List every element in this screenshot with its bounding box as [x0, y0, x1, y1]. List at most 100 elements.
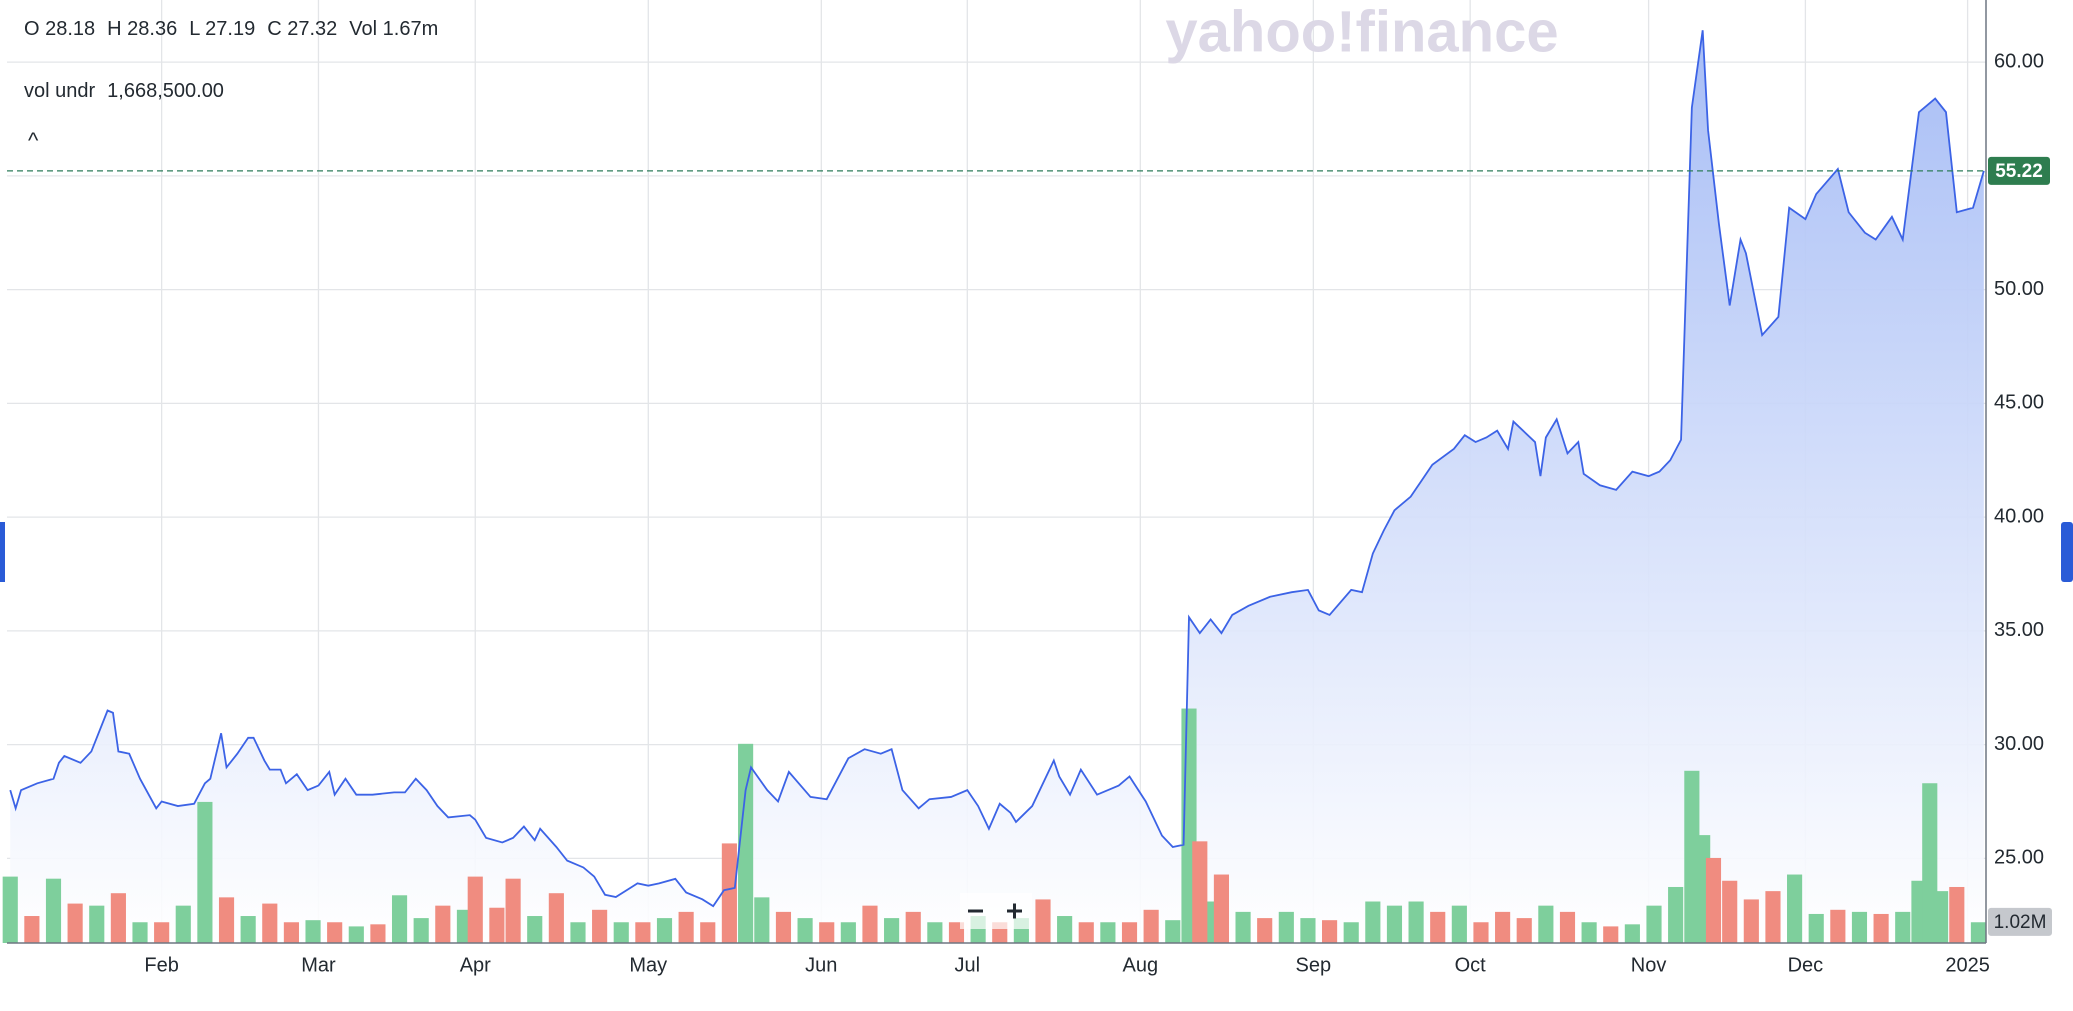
volume-bar: [570, 922, 586, 943]
ohlc-value: O 28.18: [24, 18, 96, 40]
volume-bar: [327, 922, 343, 943]
volume-bar: [1581, 922, 1597, 943]
volume-bar: [1300, 918, 1316, 943]
ohlc-value: H 28.36: [107, 18, 178, 40]
volume-bar: [132, 922, 148, 943]
volume-bar: [1559, 911, 1576, 943]
volume-bar: [1408, 901, 1424, 943]
y-tick-label: 60.00: [1994, 50, 2044, 72]
volume-bar: [45, 878, 62, 943]
x-tick-label: Aug: [1123, 954, 1159, 976]
volume-bar: [218, 897, 235, 943]
volume-bar: [635, 922, 651, 943]
price-line: [9, 30, 1985, 908]
volume-marker-box: [1988, 907, 2052, 936]
volume-bar: [489, 907, 505, 943]
volume-bar: [1343, 922, 1359, 943]
volume-bar: [154, 922, 170, 943]
y-tick-label: 35.00: [1994, 619, 2044, 641]
volume-bar: [24, 916, 40, 943]
volume-bar: [348, 926, 364, 943]
volume-bar: [1603, 926, 1619, 943]
volume-bar: [175, 905, 191, 943]
volume-bar: [89, 905, 105, 943]
volume-marker-label: 1.02M: [1994, 912, 2047, 933]
x-tick-label: 2025: [1945, 954, 1990, 976]
volume-bar: [548, 893, 564, 943]
side-tab[interactable]: [0, 522, 5, 582]
zoom-control[interactable]: [960, 893, 1032, 929]
x-tick-label: May: [629, 954, 667, 976]
volume-bar: [1451, 905, 1467, 943]
volume-bar: [862, 905, 878, 943]
ohlc-value: C 27.32: [267, 18, 338, 40]
x-tick-label: Dec: [1788, 954, 1824, 976]
volume-bar: [1949, 886, 1965, 943]
watermark: yahoo!finance: [1165, 0, 1558, 64]
volume-bar: [370, 924, 386, 943]
volume-bar: [1078, 922, 1094, 943]
volume-bar: [1213, 874, 1230, 943]
volume-bar: [197, 801, 213, 943]
volume-bar: [1705, 857, 1722, 943]
indicator-legend: vol undr 1,668,500.00: [24, 80, 236, 103]
volume-bar: [1473, 922, 1489, 943]
volume-bar: [797, 918, 813, 943]
x-tick-label: Nov: [1631, 954, 1667, 976]
collapse-button[interactable]: ^: [28, 128, 39, 153]
ohlc-value: L 27.19: [189, 18, 256, 40]
volume-bar: [840, 922, 856, 943]
volume-bar: [1257, 918, 1273, 943]
volume-bar: [1035, 899, 1051, 943]
volume-bar: [467, 876, 483, 943]
volume-bar: [1278, 911, 1294, 943]
price-area: [10, 30, 1984, 943]
volume-bar: [1386, 905, 1403, 943]
volume-bar: [283, 922, 299, 943]
volume-bar: [67, 903, 83, 943]
volume-bar: [1722, 880, 1738, 943]
volume-bar: [1143, 909, 1159, 943]
x-tick-label: Sep: [1296, 954, 1332, 976]
volume-bar: [905, 911, 921, 943]
volume-bar: [2, 876, 18, 943]
volume-bar: [775, 911, 792, 943]
volume-bar: [413, 918, 429, 943]
volume-bar: [738, 743, 754, 943]
ohlc-header: O 28.18 H 28.36 L 27.19 C 27.32 Vol 1.67m: [24, 18, 450, 41]
volume-bar: [1624, 924, 1640, 943]
volume-bar: [1165, 920, 1181, 943]
volume-bar: [1765, 891, 1781, 943]
x-tick-label: Apr: [460, 954, 491, 976]
volume-bar: [721, 843, 737, 943]
y-tick-label: 50.00: [1994, 278, 2044, 300]
volume-bar: [927, 922, 943, 943]
x-tick-label: Jun: [805, 954, 837, 976]
y-tick-label: 30.00: [1994, 733, 2044, 755]
last-price-box: [1988, 156, 2050, 185]
volume-bar: [1235, 911, 1251, 943]
volume-bar: [1873, 913, 1889, 943]
volume-bar: [1646, 905, 1662, 943]
volume-bar: [678, 911, 694, 943]
side-tab[interactable]: [2061, 522, 2073, 582]
volume-bar: [1121, 922, 1138, 943]
volume-bar: [1787, 874, 1803, 943]
volume-bar: [819, 922, 835, 943]
volume-bar: [1933, 891, 1949, 943]
x-tick-label: Feb: [144, 954, 178, 976]
y-tick-label: 45.00: [1994, 392, 2044, 414]
volume-bar: [262, 903, 278, 943]
volume-bar: [1743, 899, 1759, 943]
volume-bar: [1057, 916, 1073, 943]
volume-bar: [1430, 911, 1446, 943]
volume-bar: [305, 920, 321, 943]
x-tick-label: Mar: [301, 954, 336, 976]
x-tick-label: Jul: [955, 954, 981, 976]
volume-bar: [110, 893, 126, 943]
x-tick-label: Oct: [1455, 954, 1487, 976]
volume-bar: [435, 905, 451, 943]
volume-bar: [754, 897, 770, 943]
ohlc-value: Vol 1.67m: [349, 18, 439, 40]
